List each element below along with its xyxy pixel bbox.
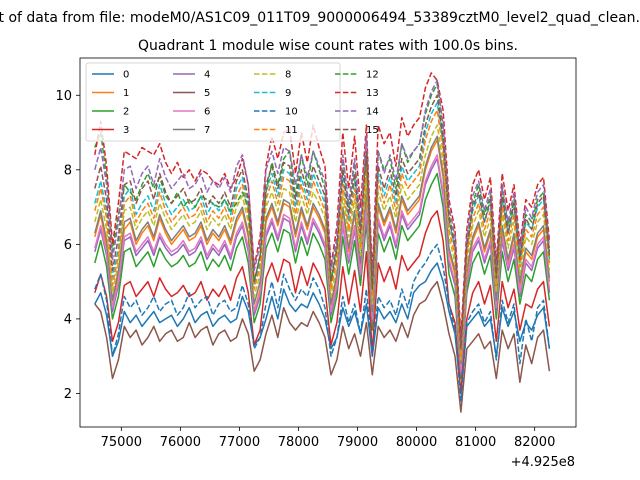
series-line-8 [94, 124, 551, 361]
y-tick-label: 6 [64, 238, 72, 253]
series-line-5 [94, 280, 551, 413]
legend-label-14: 14 [366, 107, 379, 118]
series-line-3 [94, 210, 551, 395]
legend-box [85, 62, 341, 142]
x-tick-label: 82000 [514, 435, 555, 450]
x-tick-label: 80000 [396, 435, 437, 450]
series-line-7 [94, 135, 551, 365]
series-line-2 [94, 172, 551, 380]
legend-label-10: 10 [285, 107, 298, 118]
x-tick-label: 81000 [455, 435, 496, 450]
legend-label-11: 11 [285, 125, 298, 136]
legend-label-2: 2 [123, 107, 129, 118]
series-line-0 [94, 262, 551, 395]
chart-title: Quadrant 1 module wise count rates with … [138, 38, 518, 54]
series-line-14 [94, 79, 551, 346]
series-line-13 [94, 72, 551, 339]
series-line-1 [94, 139, 551, 369]
plot-area: 75000 76000 77000 78000 79000 80000 81000 82000… [55, 57, 577, 450]
series-line-11 [94, 109, 551, 357]
x-tick-label: 79000 [337, 435, 378, 450]
axes-frame [79, 57, 577, 428]
legend-label-12: 12 [366, 70, 379, 81]
legend-label-1: 1 [123, 88, 129, 99]
legend-label-15: 15 [366, 125, 379, 136]
series-line-4 [94, 157, 551, 376]
legend-label-3: 3 [123, 125, 129, 136]
y-tick-label: 10 [55, 89, 72, 104]
y-tick-label: 4 [64, 312, 72, 327]
legend-label-4: 4 [204, 70, 210, 81]
series-line-9 [94, 101, 551, 354]
series-line-6 [94, 154, 551, 372]
series-line-10 [94, 243, 551, 402]
legend-label-13: 13 [366, 88, 379, 99]
legend-label-5: 5 [204, 88, 210, 99]
x-tick-label: 75000 [101, 435, 142, 450]
chart-suptitle: Plot of data from file: modeM0/AS1C09_01… [0, 10, 640, 26]
legend-label-6: 6 [204, 107, 210, 118]
legend-label-7: 7 [204, 125, 210, 136]
x-tick-label: 77000 [219, 435, 260, 450]
x-offset-label: +4.925e8 [511, 455, 575, 470]
y-tick-label: 8 [64, 163, 72, 178]
x-tick-label: 78000 [278, 435, 319, 450]
x-tick-label: 76000 [160, 435, 201, 450]
series-group [94, 72, 551, 413]
y-tick-label: 2 [64, 387, 72, 402]
legend-label-9: 9 [285, 88, 291, 99]
legend-label-0: 0 [123, 70, 129, 81]
legend-label-8: 8 [285, 70, 291, 81]
